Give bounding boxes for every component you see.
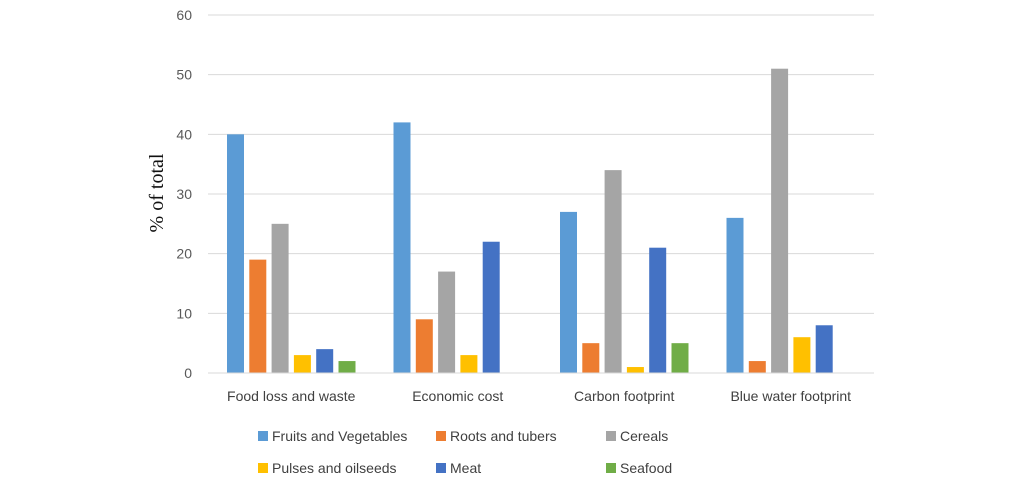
legend-label: Seafood — [620, 460, 672, 476]
bar — [671, 343, 689, 373]
bar — [604, 170, 622, 373]
bar — [482, 241, 500, 373]
gridlines — [208, 14, 874, 314]
legend-label: Fruits and Vegetables — [272, 428, 407, 444]
x-category-label: Carbon footprint — [574, 388, 675, 404]
y-tick-label: 10 — [176, 305, 192, 321]
bars — [227, 68, 833, 374]
bar — [438, 271, 456, 373]
legend-swatch — [258, 463, 268, 473]
bar — [249, 259, 267, 373]
bar — [649, 247, 667, 373]
legend-swatch — [606, 431, 616, 441]
category-labels: Food loss and waste Economic cost Carbon f… — [227, 388, 851, 404]
y-tick-label: 30 — [176, 186, 192, 202]
x-category-label: Blue water footprint — [730, 388, 851, 404]
bar — [726, 217, 744, 373]
legend-swatch — [436, 431, 446, 441]
y-tick-label: 20 — [176, 246, 192, 262]
bar — [582, 343, 600, 373]
bar — [316, 349, 334, 373]
y-axis-ticks: 0 10 20 30 40 50 60 — [176, 7, 192, 381]
legend-swatch — [258, 431, 268, 441]
bar — [393, 122, 411, 374]
bar — [793, 337, 811, 373]
legend-swatch — [606, 463, 616, 473]
legend: Fruits and Vegetables Roots and tubers Cer… — [258, 428, 672, 476]
bar — [815, 325, 833, 373]
bar — [415, 319, 433, 373]
bar — [338, 361, 356, 373]
bar — [293, 355, 311, 373]
bar — [560, 211, 577, 373]
bar — [460, 355, 478, 373]
x-category-label: Economic cost — [412, 388, 503, 404]
bar — [748, 361, 766, 373]
y-tick-label: 40 — [176, 126, 192, 142]
bar — [626, 367, 644, 373]
y-axis-title: % of total — [146, 153, 168, 232]
bar — [271, 223, 289, 373]
bar — [227, 134, 244, 373]
y-tick-label: 0 — [184, 365, 192, 381]
legend-label: Roots and tubers — [450, 428, 557, 444]
legend-label: Meat — [450, 460, 481, 476]
legend-label: Pulses and oilseeds — [272, 460, 397, 476]
y-tick-label: 60 — [176, 7, 192, 23]
bar — [771, 68, 789, 373]
legend-label: Cereals — [620, 428, 668, 444]
y-tick-label: 50 — [176, 67, 192, 83]
legend-swatch — [436, 463, 446, 473]
x-category-label: Food loss and waste — [227, 388, 356, 404]
